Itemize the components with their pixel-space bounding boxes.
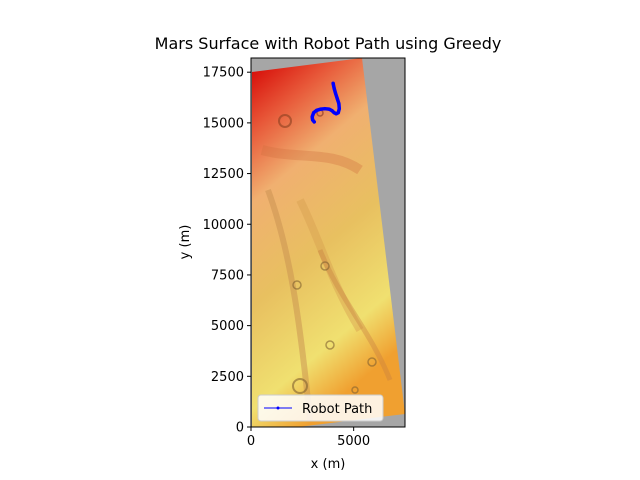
legend-marker-robot-path [276,406,280,410]
y-tick-label: 15000 [203,116,244,131]
data-point [335,96,339,101]
data-point [315,108,319,112]
y-axis-label: y (m) [178,225,193,260]
terrain-image [252,58,405,427]
x-tick-label: 5000 [337,434,370,449]
data-point [327,107,331,111]
legend-box [257,394,384,422]
data-point [332,86,336,91]
data-point [312,111,316,115]
y-tick-label: 0 [236,421,244,436]
y-tick-label: 10000 [203,218,244,233]
x-tick-label: 0 [247,434,255,449]
series-group [310,81,342,124]
legend: Robot Path [257,394,384,422]
data-point [312,120,316,124]
data-point [331,81,335,85]
data-point [332,111,336,115]
data-point [319,107,323,111]
data-point [337,107,341,111]
y-tick-label: 12500 [203,167,244,182]
data-point [310,115,314,119]
y-tick-label: 7500 [211,268,244,283]
x-axis-label: x (m) [311,457,346,472]
y-axis-ticks: 0 2500 5000 7500 10000 12500 15000 17500 [203,66,251,436]
data-point [330,109,334,113]
y-tick-label: 2500 [211,370,244,385]
data-point [323,107,327,111]
legend-label-robot-path: Robot Path [302,402,372,417]
chart-title: Mars Surface with Robot Path using Greed… [155,34,502,53]
x-axis-ticks: 0 5000 [247,427,370,449]
data-point [337,102,341,106]
y-tick-label: 17500 [203,66,244,81]
y-tick-label: 5000 [211,319,244,334]
data-point [333,91,338,96]
axes-frame [250,57,406,428]
